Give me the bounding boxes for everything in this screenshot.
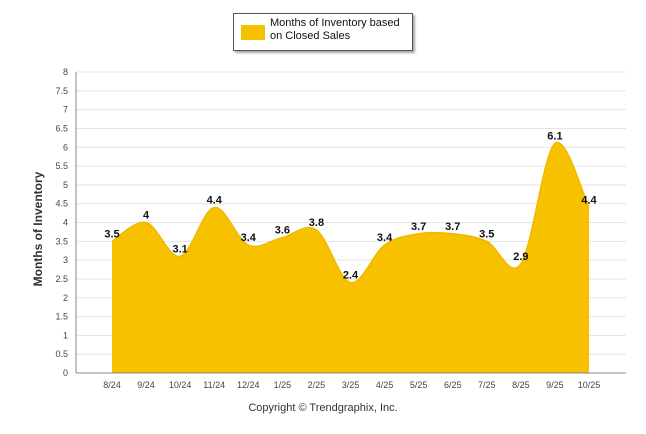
y-tick-label: 8: [63, 67, 68, 77]
x-tick-label: 12/24: [237, 380, 260, 390]
y-tick-label: 0: [63, 368, 68, 378]
y-tick-label: 6.5: [55, 123, 68, 133]
area-outline: [111, 141, 590, 284]
y-tick-label: 2: [63, 293, 68, 303]
x-tick-label: 11/24: [203, 380, 225, 390]
x-tick-label: 1/25: [274, 380, 292, 390]
legend: Months of Inventory based on Closed Sale…: [233, 13, 413, 51]
data-label: 3.5: [104, 228, 119, 240]
data-label: 2.9: [513, 251, 528, 263]
copyright-text: Copyright © Trendgraphix, Inc.: [248, 402, 398, 414]
y-tick-label: 2.5: [55, 274, 68, 284]
legend-swatch: [241, 25, 265, 40]
x-tick-label: 9/25: [546, 380, 564, 390]
y-tick-label: 1.5: [55, 312, 68, 322]
data-label: 6.1: [547, 130, 562, 142]
y-tick-label: 4: [63, 218, 68, 228]
data-label: 3.1: [172, 243, 187, 255]
y-tick-labels: 0 0.5 1 1.5 2 2.5 3 3.5 4 4.5 5 5.5 6 6.5 7 7.5 8: [55, 67, 68, 378]
data-label: 3.4: [377, 232, 393, 244]
data-label: 2.4: [343, 270, 359, 282]
x-tick-label: 10/24: [169, 380, 192, 390]
data-label: 3.8: [309, 217, 324, 229]
data-label: 3.4: [241, 232, 257, 244]
series-area: [111, 141, 590, 373]
x-tick-label: 4/25: [376, 380, 394, 390]
y-tick-label: 7: [63, 105, 68, 115]
x-tick-label: 6/25: [444, 380, 462, 390]
y-tick-label: 7.5: [55, 86, 68, 96]
data-label: 4.4: [581, 194, 597, 206]
legend-label: Months of Inventory based on Closed Sale…: [270, 17, 400, 42]
y-tick-label: 5: [63, 180, 68, 190]
axes: [75, 72, 626, 374]
x-tick-label: 8/25: [512, 380, 530, 390]
data-label: 4.4: [207, 194, 223, 206]
data-label: 3.5: [479, 228, 494, 240]
x-tick-label: 5/25: [410, 380, 428, 390]
y-axis-title: Months of Inventory: [31, 171, 45, 287]
y-tick-label: 3: [63, 255, 68, 265]
y-tick-label: 0.5: [55, 349, 68, 359]
data-label: 4: [143, 210, 150, 222]
y-tick-label: 4.5: [55, 199, 68, 209]
y-tick-label: 6: [63, 142, 68, 152]
x-tick-labels: 8/24 9/24 10/24 11/24 12/24 1/25 2/25 3/25 4/25 5…: [103, 380, 600, 390]
x-tick-label: 7/25: [478, 380, 496, 390]
x-tick-label: 3/25: [342, 380, 360, 390]
data-label: 3.7: [411, 221, 426, 233]
data-labels: 3.5 4 3.1 4.4 3.4 3.6 3.8 2.4 3.4 3.7 3.7 3.5 2.9 6.1…: [104, 130, 597, 281]
x-tick-label: 10/25: [578, 380, 601, 390]
x-tick-label: 8/24: [103, 380, 121, 390]
y-tick-label: 1: [63, 330, 68, 340]
data-label: 3.6: [275, 225, 290, 237]
x-tick-label: 9/24: [137, 380, 155, 390]
data-label: 3.7: [445, 221, 460, 233]
y-tick-label: 3.5: [55, 236, 68, 246]
x-tick-label: 2/25: [308, 380, 326, 390]
area-fill: [112, 142, 589, 373]
y-tick-label: 5.5: [55, 161, 68, 171]
